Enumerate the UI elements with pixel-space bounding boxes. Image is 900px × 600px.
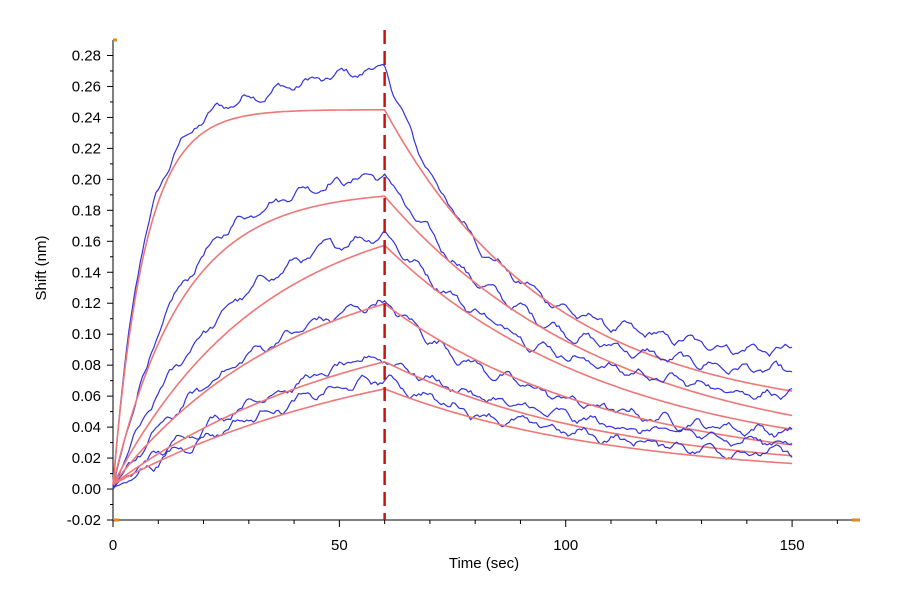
y-tick-label: 0.02	[72, 450, 101, 467]
measured-curve	[112, 173, 793, 488]
fit-curve	[112, 387, 793, 486]
y-tick-label: 0.24	[72, 109, 101, 126]
y-tick-label: 0.14	[72, 264, 101, 281]
x-axis-label: Time (sec)	[449, 555, 519, 572]
measured-curve	[112, 63, 793, 489]
x-tick-label: 50	[331, 537, 348, 554]
x-tick-label: 0	[109, 537, 117, 554]
y-tick-label: 0.00	[72, 481, 101, 498]
measured-curve	[112, 374, 793, 489]
fit-curve	[112, 244, 793, 485]
fit-curve	[112, 109, 793, 485]
y-tick-label: 0.20	[72, 171, 101, 188]
axes: -0.02 0.00 0.02 0.04 0.06 0.08 0.10 0.12 0.14 0.1…	[67, 38, 860, 554]
y-tick-label: 0.26	[72, 78, 101, 95]
fit-curve	[112, 195, 793, 485]
y-tick-label: -0.02	[67, 512, 101, 529]
x-tick-label: 150	[780, 537, 805, 554]
y-tick-label: 0.06	[72, 388, 101, 405]
y-tick-label: 0.08	[72, 357, 101, 374]
y-axis-label: Shift (nm)	[33, 235, 50, 300]
y-tick-label: 0.12	[72, 295, 101, 312]
y-tick-label: 0.18	[72, 202, 101, 219]
y-tick-label: 0.10	[72, 326, 101, 343]
x-tick-label: 100	[553, 537, 578, 554]
y-tick-label: 0.16	[72, 233, 101, 250]
measured-curve	[112, 299, 793, 490]
y-tick-label: 0.22	[72, 140, 101, 157]
y-tick-label: 0.28	[72, 47, 101, 64]
measured-curve	[112, 230, 793, 490]
measured-curve	[112, 355, 793, 489]
fit-curve	[112, 303, 793, 485]
series-layer	[112, 63, 793, 490]
y-tick-label: 0.04	[72, 419, 101, 436]
